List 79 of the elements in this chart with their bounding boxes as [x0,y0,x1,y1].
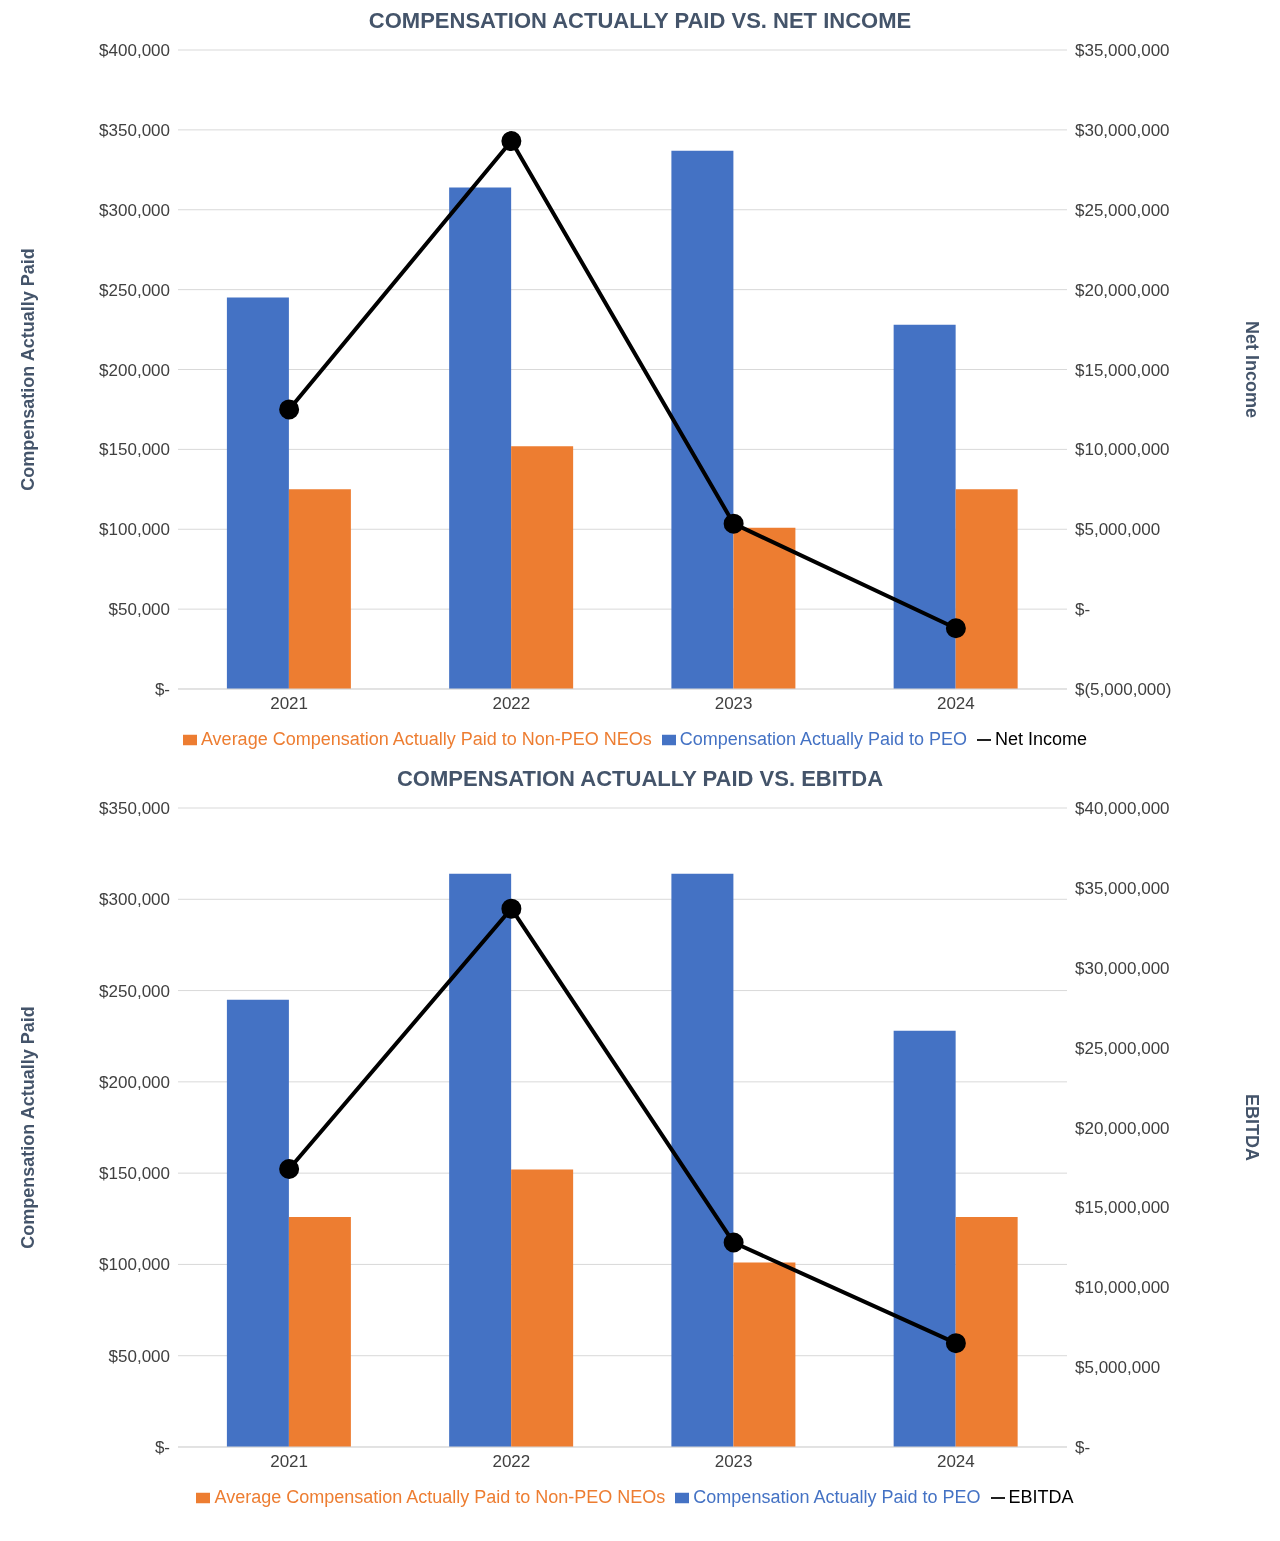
bar [893,324,956,689]
y2-tick-label: $25,000,000 [1075,200,1170,220]
y2-tick-label: $40,000,000 [1075,799,1170,819]
x-tick-label: 2022 [492,1452,531,1472]
bar [226,297,289,689]
x-tick-label: 2021 [270,1452,309,1472]
y2-tick-label: $25,000,000 [1075,1038,1170,1058]
y2-tick-label: $30,000,000 [1075,958,1170,978]
point [945,618,966,639]
y2-tick-label: $35,000,000 [1075,41,1170,61]
y2-tick-label: $5,000,000 [1075,520,1161,540]
y-tick-label: $150,000 [99,1164,170,1184]
y2-tick-label: $30,000,000 [1075,120,1170,140]
y-tick-label: $300,000 [99,890,170,910]
y-tick-label: $150,000 [99,440,170,460]
y2-tick-label: $20,000,000 [1075,1118,1170,1138]
y-tick-label: $300,000 [99,200,170,220]
bar [671,150,734,689]
y2-tick-label: $35,000,000 [1075,878,1170,898]
bar [226,999,289,1447]
y-tick-label: $50,000 [108,1346,170,1366]
y-tick-label: $100,000 [99,520,170,540]
legend-label: Average Compensation Actually Paid to Non-PEO NEOs [200,729,652,749]
bar [893,1030,956,1447]
legend-label: Compensation Actually Paid to PEO [693,1487,981,1507]
y2-tick-label: $10,000,000 [1075,1278,1170,1298]
bar [288,489,351,689]
y2-tick-label: $5,000,000 [1075,1358,1161,1378]
bar [511,1169,574,1447]
bar [733,527,796,689]
x-tick-label: 2022 [492,694,531,714]
y-tick-label: $250,000 [99,981,170,1001]
x-tick-label: 2024 [936,694,975,714]
y-tick-label: $100,000 [99,1255,170,1275]
bar [449,873,512,1447]
point [279,399,300,420]
y2-tick-label: $15,000,000 [1075,1198,1170,1218]
y-tick-label: $50,000 [108,600,170,620]
x-tick-label: 2024 [936,1452,975,1472]
legend-label: Net Income [995,729,1088,749]
bar [511,446,574,689]
y2-tick-label: $15,000,000 [1075,360,1170,380]
y-tick-label: $- [154,1438,170,1458]
y-axis-title: Compensation Actually Paid [18,248,39,491]
legend-label: Compensation Actually Paid to PEO [679,729,967,749]
point [945,1333,966,1354]
y2-tick-label: $20,000,000 [1075,280,1170,300]
bar [671,873,734,1447]
bar [288,1216,351,1447]
legend-label: Average Compensation Actually Paid to Non-PEO NEOs [214,1487,666,1507]
point [723,513,744,534]
y-tick-label: $250,000 [99,280,170,300]
y2-axis-title: Net Income [1241,320,1262,419]
x-tick-label: 2023 [714,694,753,714]
y-tick-label: $- [154,680,170,700]
y2-tick-label: $- [1075,1438,1091,1458]
bar [449,187,512,689]
y2-tick-label: $10,000,000 [1075,440,1170,460]
y-tick-label: $350,000 [99,120,170,140]
y2-tick-label: $- [1075,600,1091,620]
y-tick-label: $400,000 [99,41,170,61]
chart-title: COMPENSATION ACTUALLY PAID VS. EBITDA [395,766,885,792]
chart-title: COMPENSATION ACTUALLY PAID VS. NET INCOME [367,8,913,34]
y2-tick-label: $(5,000,000) [1075,680,1172,700]
x-tick-label: 2023 [714,1452,753,1472]
y-tick-label: $350,000 [99,799,170,819]
point [501,898,522,919]
y-axis-title: Compensation Actually Paid [18,1006,39,1249]
bar [955,489,1018,689]
bar [955,1216,1018,1447]
legend-label: EBITDA [1008,1487,1074,1507]
y-tick-label: $200,000 [99,360,170,380]
bar [733,1262,796,1447]
point [723,1232,744,1253]
point [279,1159,300,1180]
x-tick-label: 2021 [270,694,309,714]
y-tick-label: $200,000 [99,1072,170,1092]
point [501,131,522,152]
y2-axis-title: EBITDA [1241,1094,1262,1161]
